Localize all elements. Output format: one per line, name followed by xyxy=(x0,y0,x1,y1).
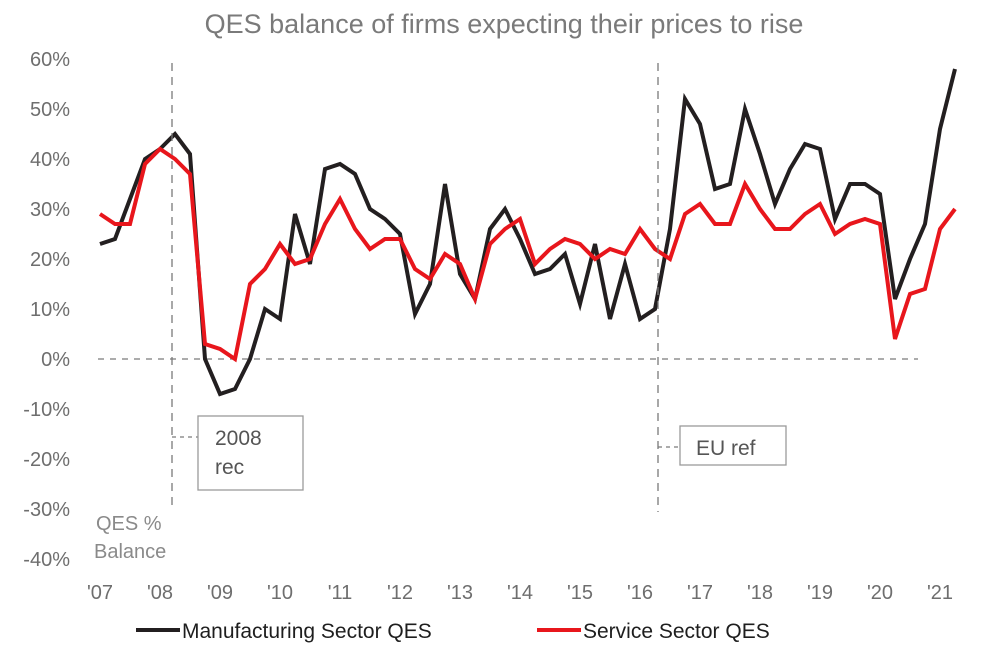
x-tick-label: '21 xyxy=(927,582,953,604)
event-label-text: EU ref xyxy=(696,437,756,460)
x-tick-label: '12 xyxy=(387,582,413,604)
y-tick-label: -20% xyxy=(23,449,70,471)
x-tick-label: '10 xyxy=(267,582,293,604)
series-line-services xyxy=(98,146,957,363)
event-label-text: rec xyxy=(215,456,244,479)
legend-label-manufacturing: Manufacturing Sector QES xyxy=(182,620,432,643)
y-tick-label: 10% xyxy=(30,299,70,321)
event-label-box xyxy=(197,415,304,491)
event-label-box xyxy=(679,425,787,466)
y-tick-label: -30% xyxy=(23,499,70,521)
chart-title: QES balance of firms expecting their pri… xyxy=(205,9,804,39)
event-annotations: 2008 rec EU ref xyxy=(171,63,787,512)
event-label-text: 2008 xyxy=(215,427,262,450)
x-tick-label: '17 xyxy=(687,582,713,604)
x-tick-label: '08 xyxy=(147,582,173,604)
x-tick-label: '07 xyxy=(87,582,113,604)
x-tick-label: '09 xyxy=(207,582,233,604)
y-tick-label: -10% xyxy=(23,399,70,421)
y-axis-label-line-2: Balance xyxy=(94,541,166,563)
x-tick-label: '16 xyxy=(627,582,653,604)
legend: Manufacturing Sector QES Service Sector … xyxy=(136,620,770,643)
y-tick-label: 40% xyxy=(30,149,70,171)
series-layer xyxy=(98,68,957,397)
x-tick-label: '14 xyxy=(507,582,533,604)
x-tick-label: '20 xyxy=(867,582,893,604)
y-tick-label: 30% xyxy=(30,199,70,221)
x-axis: '07 '08 '09 '10 '11 '12 '13 '14 '15 '16 '17 '18 '19 '… xyxy=(87,582,953,604)
y-tick-label: 0% xyxy=(41,349,70,371)
x-tick-label: '18 xyxy=(747,582,773,604)
legend-label-services: Service Sector QES xyxy=(583,620,770,643)
y-tick-label: 20% xyxy=(30,249,70,271)
y-tick-label: 50% xyxy=(30,99,70,121)
y-axis-label-line-1: QES % xyxy=(96,513,162,535)
x-tick-label: '15 xyxy=(567,582,593,604)
y-tick-label: -40% xyxy=(23,549,70,571)
series-line-manufacturing xyxy=(99,68,957,397)
x-tick-label: '13 xyxy=(447,582,473,604)
x-tick-label: '19 xyxy=(807,582,833,604)
y-axis: 60% 50% 40% 30% 20% 10% 0% -10% -20% -30% -40% xyxy=(23,49,70,571)
y-tick-label: 60% xyxy=(30,49,70,71)
x-tick-label: '11 xyxy=(328,582,353,604)
